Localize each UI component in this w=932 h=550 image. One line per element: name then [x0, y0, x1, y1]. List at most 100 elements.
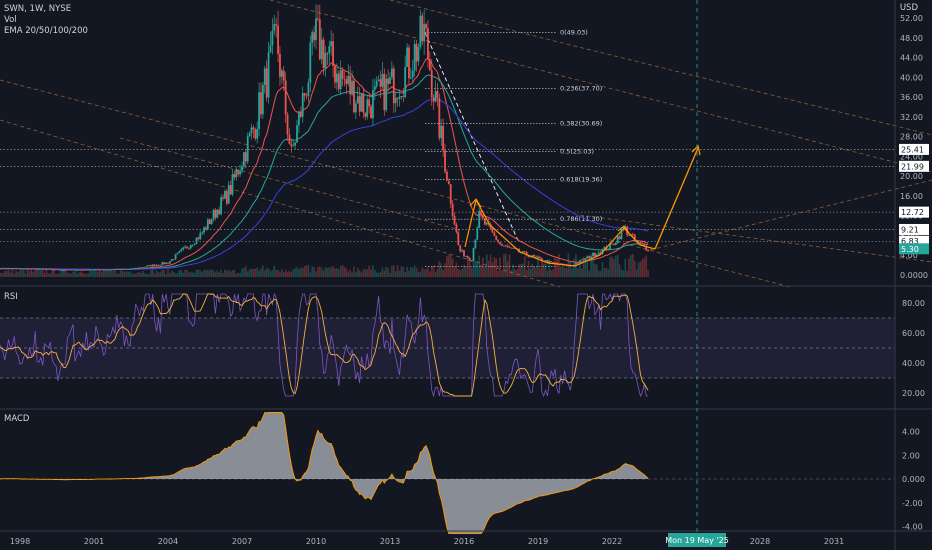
volume-bar [115, 273, 118, 277]
candle-body [57, 269, 59, 271]
candle-body [603, 246, 606, 250]
volume-bar [212, 270, 215, 277]
volume-bar [244, 266, 247, 277]
volume-bar [96, 271, 99, 277]
fib-trend-line [424, 32, 519, 241]
candle-body [427, 28, 429, 60]
candle-body [131, 268, 133, 270]
candle-body [633, 234, 636, 241]
volume-bar [485, 254, 488, 277]
volume-bar [459, 269, 462, 277]
volume-bar [300, 267, 302, 277]
price-label-box: 9.21 [899, 223, 929, 235]
symbol-label[interactable]: SWN, 1W, NYSE [4, 4, 72, 14]
volume-bar [432, 265, 435, 277]
candle-body [258, 92, 260, 130]
volume-bar [645, 255, 647, 277]
candle-body [328, 46, 331, 54]
volume-bar [495, 258, 498, 277]
trend-line [0, 79, 791, 288]
candle-body [413, 43, 416, 71]
candle-body [620, 229, 623, 239]
volume-bar [21, 270, 23, 277]
volume-bar [324, 267, 327, 277]
price-label-text: 12.72 [901, 208, 924, 217]
x-tick-label: 2022 [602, 537, 622, 546]
candle-body [461, 250, 464, 252]
candle-body [425, 24, 427, 29]
candle-body [362, 93, 365, 113]
volume-bar [355, 272, 357, 277]
volume-bar [188, 272, 190, 277]
candle-body [189, 245, 192, 249]
volume-bar [330, 267, 332, 277]
candle-body [345, 79, 348, 84]
candle-body [301, 93, 304, 117]
candle-body [119, 268, 122, 270]
candle-body [478, 210, 481, 228]
ema-label[interactable]: EMA 20/50/100/200 [4, 26, 88, 36]
volume-bar [110, 270, 112, 277]
rsi-tick-label: 40.00 [902, 359, 925, 368]
volume-bar [377, 272, 380, 277]
candle-body [531, 255, 534, 257]
x-tick-label: 2028 [750, 537, 770, 546]
candle-body [45, 269, 48, 271]
volume-bar [161, 269, 164, 277]
volume-bar [362, 269, 365, 277]
fibonacci-retracement: 0(49.03) 0.236(37.70) 0.382(30.69) 0.5(25.0… [0, 29, 895, 267]
candle-body [432, 97, 435, 102]
volume-bar [49, 273, 52, 277]
volume-bar [539, 268, 541, 277]
volume-bar [427, 267, 429, 277]
candle-body [284, 80, 287, 115]
rsi-tick-label: 80.00 [902, 299, 925, 308]
candle-body [150, 265, 152, 267]
volume-bar [235, 273, 238, 277]
candle-body [199, 233, 202, 240]
candle-body [290, 143, 293, 147]
price-tick-label: 32.00 [900, 113, 923, 122]
candle-body [296, 125, 298, 143]
candle-body [394, 97, 397, 104]
volume-bar [518, 264, 520, 277]
volume-bar [279, 271, 281, 277]
candle-body [100, 269, 103, 271]
volume-bar [522, 263, 524, 277]
volume-bar [385, 266, 388, 277]
volume-bar [254, 269, 257, 277]
volume-bar [470, 267, 473, 277]
volume-bar [142, 270, 145, 277]
candle-body [225, 190, 228, 204]
candle-body [110, 269, 112, 271]
candle-body [457, 232, 460, 246]
candle-body [404, 66, 407, 97]
candle-body [39, 268, 42, 270]
candle-body [368, 99, 371, 107]
rsi-legend[interactable]: RSI [4, 292, 18, 303]
candle-body [343, 78, 346, 80]
candle-body [436, 90, 439, 98]
candle-body [235, 169, 238, 178]
volume-bar [41, 269, 44, 277]
candle-body [77, 269, 80, 271]
candle-body [51, 269, 54, 270]
volume-bar [269, 271, 272, 277]
volume-bar [370, 269, 372, 277]
volume-bar [410, 266, 412, 277]
volume-bar [159, 271, 162, 277]
volume-bar [531, 263, 534, 277]
candle-body [165, 262, 168, 265]
candle-body [339, 70, 342, 90]
volume-bar [611, 256, 613, 277]
candle-body [208, 219, 211, 225]
volume-bar [529, 268, 532, 277]
currency-label: USD [899, 3, 918, 13]
volume-bar [527, 260, 530, 277]
candle-body [22, 268, 25, 270]
macd-legend[interactable]: MACD [4, 414, 29, 425]
candle-body [153, 264, 156, 266]
volume-label[interactable]: Vol [4, 15, 17, 25]
price-label-bg [899, 243, 929, 255]
